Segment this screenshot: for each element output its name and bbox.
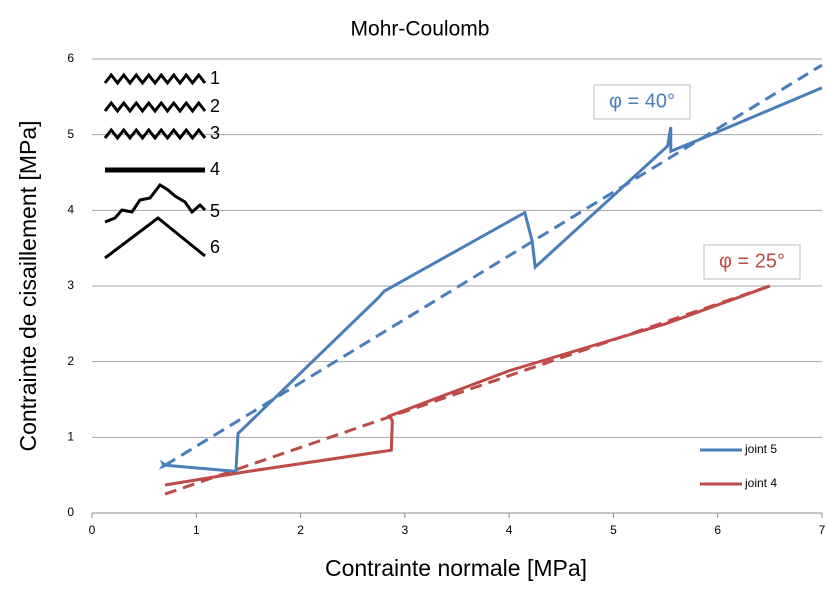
y-tick-label: 1 <box>67 430 74 444</box>
y-tick-label: 0 <box>67 505 74 519</box>
annotation-box <box>593 84 691 120</box>
y-tick-label: 3 <box>67 278 74 292</box>
y-tick-label: 6 <box>67 51 74 65</box>
x-tick-label: 6 <box>714 523 721 537</box>
annotation: φ = 25° <box>719 250 785 272</box>
series-line <box>164 284 771 487</box>
x-tick-label: 1 <box>193 523 200 537</box>
legend-label: joint 4 <box>744 476 777 490</box>
profile-label: 4 <box>210 159 220 179</box>
chart-title: Mohr-Coulomb <box>351 18 490 41</box>
x-tick-label: 3 <box>402 523 409 537</box>
x-tick-label: 0 <box>89 523 96 537</box>
profile-label: 5 <box>210 201 220 221</box>
profile-label: 3 <box>210 123 220 143</box>
profile-label: 1 <box>210 68 220 88</box>
series-line <box>158 86 823 474</box>
x-tick-label: 2 <box>297 523 304 537</box>
y-tick-label: 4 <box>67 203 74 217</box>
y-tick-label: 5 <box>67 127 74 141</box>
joint-profile <box>103 100 207 114</box>
x-tick-label: 7 <box>819 523 826 537</box>
joint-profile <box>103 72 207 86</box>
joint-profile <box>103 127 207 141</box>
annotation: φ = 40° <box>609 90 675 112</box>
x-tick-label: 5 <box>610 523 617 537</box>
profile-label: 6 <box>210 237 220 257</box>
annotation-box <box>703 244 801 280</box>
trend-line <box>164 284 771 496</box>
trend-line <box>164 63 823 467</box>
joint-profile <box>104 183 207 224</box>
x-axis-label: Contrainte normale [MPa] <box>325 555 587 581</box>
y-axis-label: Contrainte de cisaillement [MPa] <box>15 120 41 451</box>
profile-label: 2 <box>210 96 220 116</box>
y-tick-label: 2 <box>67 354 74 368</box>
legend-label: joint 5 <box>744 442 777 456</box>
x-tick-label: 4 <box>506 523 513 537</box>
joint-profile <box>104 216 206 260</box>
